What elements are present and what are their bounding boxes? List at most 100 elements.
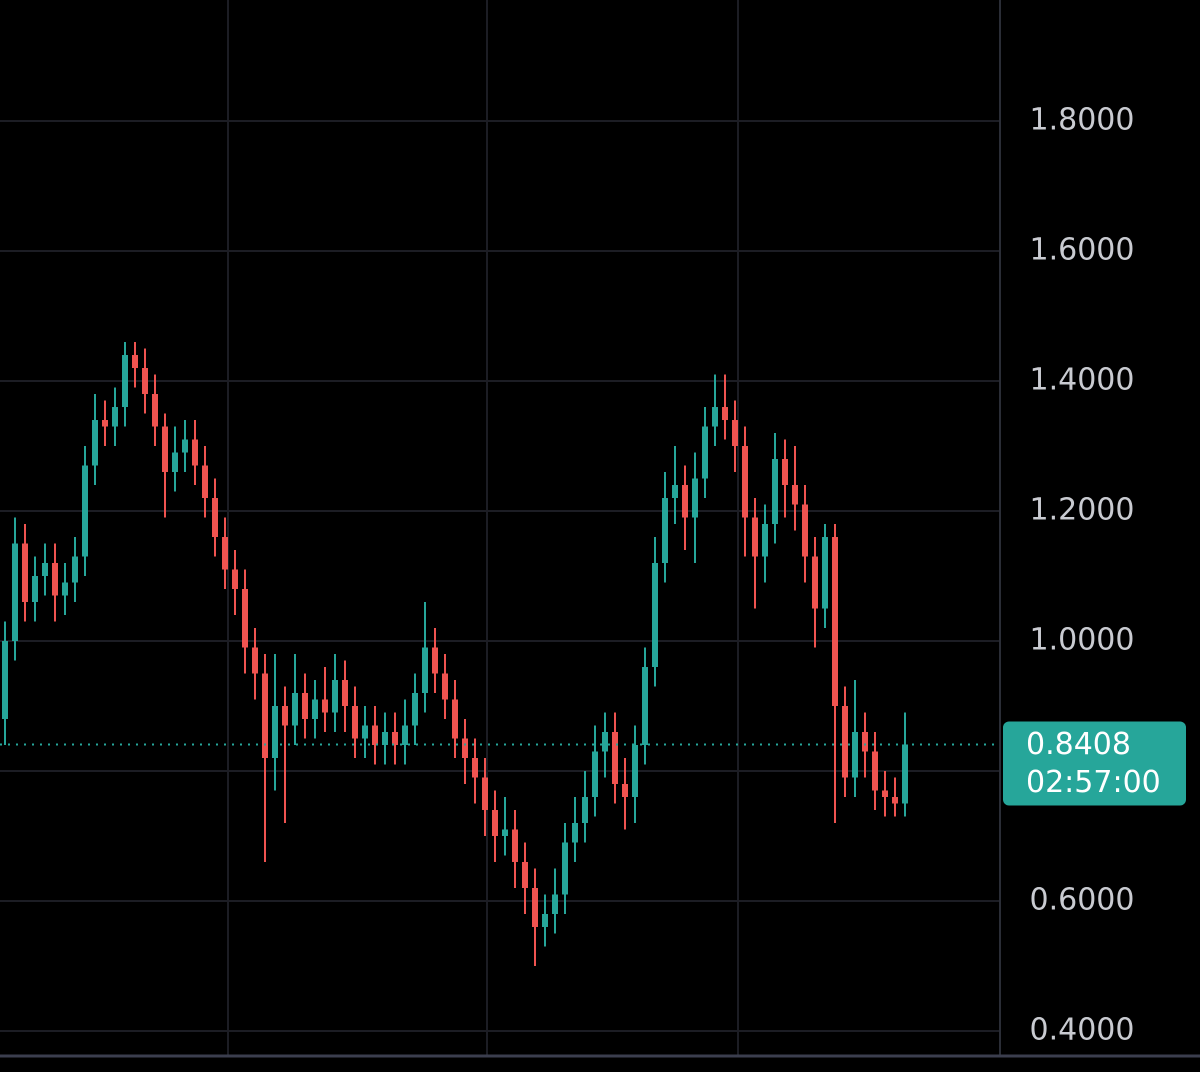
y-tick-label: 1.6000 <box>1030 233 1135 268</box>
candle-body <box>632 744 638 797</box>
candle-body <box>662 498 668 564</box>
candle-body <box>472 757 478 778</box>
candle-body <box>792 485 798 505</box>
candle-body <box>772 459 778 525</box>
candle-body <box>332 680 338 713</box>
candle-body <box>452 699 458 739</box>
candle-body <box>802 504 808 557</box>
candle-body <box>122 355 128 408</box>
candle-body <box>872 751 878 791</box>
candle-body <box>72 556 78 583</box>
candle-body <box>292 693 298 726</box>
candle-body <box>642 667 648 745</box>
candle-body <box>462 738 468 758</box>
candle-body <box>362 725 368 739</box>
candle-body <box>742 446 748 518</box>
candle-body <box>572 822 578 843</box>
candle-body <box>342 680 348 707</box>
candle-body <box>112 407 118 427</box>
candle-body <box>142 368 148 395</box>
candle-body <box>12 543 18 642</box>
candle-body <box>252 647 258 674</box>
candle-body <box>592 751 598 797</box>
y-tick-label: 0.6000 <box>1030 882 1135 917</box>
candle-body <box>822 537 828 609</box>
candle-body <box>542 913 548 927</box>
candle-body <box>62 582 68 596</box>
candle-body <box>2 641 8 719</box>
candle-body <box>812 556 818 609</box>
candle-body <box>172 452 178 473</box>
candle-body <box>212 498 218 538</box>
candle-body <box>272 706 278 758</box>
candle-body <box>562 842 568 895</box>
candle-body <box>492 809 498 836</box>
candle-body <box>482 777 488 810</box>
candle-body <box>132 355 138 369</box>
candle-body <box>402 725 408 745</box>
candles <box>2 342 908 966</box>
candle-body <box>902 744 908 804</box>
y-tick-label: 1.2000 <box>1030 493 1135 528</box>
candle-body <box>82 465 88 557</box>
candle-body <box>852 731 858 778</box>
candle-body <box>892 796 898 804</box>
candle-body <box>722 407 728 421</box>
y-tick-label: 1.0000 <box>1030 623 1135 658</box>
last-price-label: 0.8408 <box>1026 727 1131 762</box>
candle-body <box>52 563 58 596</box>
candle-body <box>152 394 158 427</box>
candle-body <box>752 517 758 557</box>
countdown: 02:57:00 <box>1026 765 1161 800</box>
y-tick-label: 1.8000 <box>1030 103 1135 138</box>
candle-body <box>182 439 188 453</box>
candle-body <box>92 420 98 466</box>
candle-body <box>22 543 28 603</box>
candle-body <box>502 829 508 836</box>
candle-body <box>372 725 378 745</box>
candle-body <box>682 485 688 518</box>
candle-body <box>242 589 248 648</box>
candle-body <box>352 706 358 739</box>
candle-body <box>442 673 448 700</box>
candle-body <box>392 731 398 745</box>
candle-body <box>552 894 558 914</box>
candle-body <box>192 439 198 466</box>
candle-body <box>432 647 438 674</box>
candle-body <box>702 426 708 479</box>
candle-body <box>32 576 38 603</box>
candle-body <box>732 420 738 447</box>
candle-body <box>222 537 228 570</box>
candle-body <box>422 647 428 694</box>
candle-body <box>782 459 788 486</box>
candle-body <box>612 731 618 784</box>
candle-body <box>882 790 888 797</box>
candle-body <box>692 478 698 518</box>
candle-body <box>232 569 238 590</box>
candle-body <box>322 699 328 713</box>
grid <box>0 0 1000 1056</box>
y-tick-label: 2.0000 <box>1030 0 1135 8</box>
y-tick-label: 1.4000 <box>1030 363 1135 398</box>
candle-body <box>202 465 208 499</box>
candle-body <box>282 706 288 726</box>
candle-body <box>582 796 588 823</box>
candle-body <box>42 563 48 577</box>
candle-body <box>302 693 308 719</box>
candle-body <box>832 537 838 707</box>
candle-body <box>602 731 608 752</box>
y-tick-label: 0.4000 <box>1030 1012 1135 1047</box>
candle-body <box>262 673 268 758</box>
candle-body <box>102 420 108 427</box>
last-price-tag <box>1003 721 1186 806</box>
candle-body <box>412 693 418 726</box>
candle-body <box>532 887 538 927</box>
candle-body <box>862 731 868 752</box>
candle-body <box>622 783 628 797</box>
candle-body <box>672 485 678 499</box>
candle-body <box>382 731 388 745</box>
candle-body <box>162 426 168 473</box>
candle-body <box>522 861 528 888</box>
